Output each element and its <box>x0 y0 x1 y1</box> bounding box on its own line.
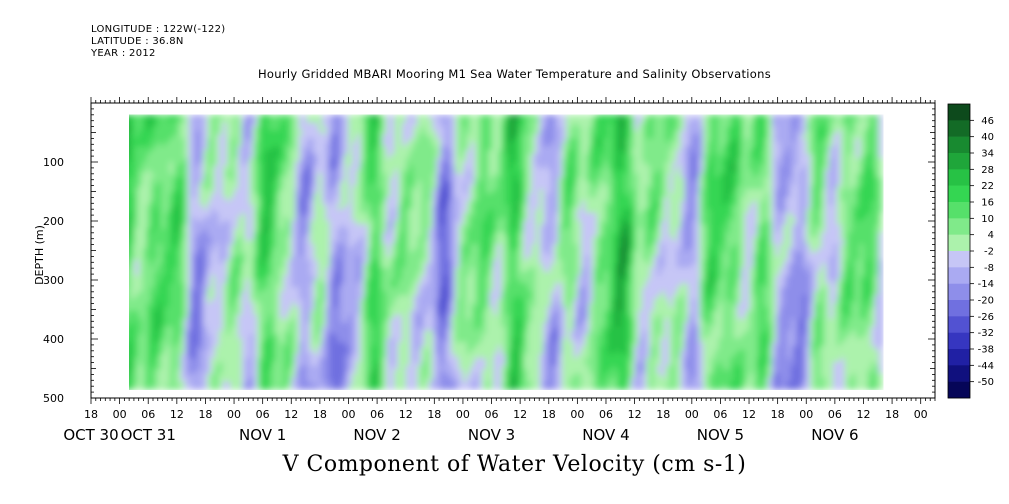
colorbar-swatch <box>948 365 970 382</box>
x-tick-label: 00 <box>685 408 699 421</box>
x-tick-label: 12 <box>399 408 413 421</box>
chart-title: Hourly Gridded MBARI Mooring M1 Sea Wate… <box>257 67 772 81</box>
colorbar-label: -44 <box>978 361 994 372</box>
x-date-label: OCT 30 <box>63 426 118 444</box>
x-date-label: NOV 2 <box>353 426 400 444</box>
x-tick-label: 18 <box>656 408 670 421</box>
colorbar-label: 34 <box>981 149 994 160</box>
y-axis-label: DEPTH (m) <box>33 225 46 285</box>
colorbar-swatch <box>948 153 970 170</box>
y-tick-label: 200 <box>43 215 64 228</box>
colorbar-label: 40 <box>981 132 994 143</box>
colorbar-label: 46 <box>981 116 994 127</box>
y-tick-label: 300 <box>43 274 64 287</box>
x-tick-label: 12 <box>284 408 298 421</box>
x-tick-label: 18 <box>313 408 327 421</box>
x-tick-label: 18 <box>198 408 212 421</box>
colorbar-label: -50 <box>978 377 994 388</box>
x-date-label: NOV 3 <box>468 426 515 444</box>
x-date-label: OCT 31 <box>121 426 176 444</box>
colorbar-swatch <box>948 234 970 252</box>
colorbar-swatch <box>948 169 970 186</box>
x-date-label: NOV 6 <box>811 426 858 444</box>
year-label: YEAR : 2012 <box>91 48 156 59</box>
colorbar-swatch <box>948 202 970 219</box>
x-tick-label: 06 <box>256 408 270 421</box>
x-tick-label: 12 <box>742 408 756 421</box>
colorbar-swatch <box>948 349 970 366</box>
x-tick-label: 18 <box>885 408 899 421</box>
latitude-label: LATITUDE : 36.8N <box>91 36 184 47</box>
x-tick-label: 00 <box>799 408 813 421</box>
x-tick-label: 00 <box>341 408 355 421</box>
x-tick-label: 18 <box>542 408 556 421</box>
x-axis-title: V Component of Water Velocity (cm s-1) <box>282 452 747 477</box>
x-tick-label: 00 <box>570 408 584 421</box>
x-tick-label: 06 <box>141 408 155 421</box>
colorbar-swatch <box>948 251 970 268</box>
colorbar-swatch <box>948 218 970 235</box>
x-tick-label: 00 <box>113 408 127 421</box>
x-date-label: NOV 4 <box>582 426 629 444</box>
colorbar-swatch <box>948 300 970 317</box>
colorbar-swatch <box>948 120 970 137</box>
x-tick-label: 12 <box>513 408 527 421</box>
colorbar-label: -26 <box>978 312 994 323</box>
colorbar-swatch <box>948 316 970 333</box>
x-tick-label: 06 <box>828 408 842 421</box>
x-date-label: NOV 5 <box>697 426 744 444</box>
colorbar-swatch <box>948 185 970 203</box>
colorbar-swatch <box>948 267 970 284</box>
longitude-label: LONGITUDE : 122W(-122) <box>91 24 226 35</box>
colorbar-label: -14 <box>978 279 994 290</box>
colorbar-swatch <box>948 283 970 301</box>
y-tick-label: 500 <box>43 392 64 405</box>
x-tick-label: 06 <box>370 408 384 421</box>
x-tick-label: 12 <box>628 408 642 421</box>
heatmap-field <box>129 114 884 390</box>
x-tick-label: 12 <box>170 408 184 421</box>
colorbar-label: -38 <box>978 345 994 356</box>
colorbar-label: -20 <box>978 296 994 307</box>
colorbar-swatch <box>948 136 970 154</box>
x-tick-label: 06 <box>599 408 613 421</box>
colorbar-label: 10 <box>981 214 994 225</box>
colorbar-label: 4 <box>988 230 994 241</box>
x-tick-label: 00 <box>914 408 928 421</box>
x-tick-label: 18 <box>427 408 441 421</box>
y-tick-label: 100 <box>43 156 64 169</box>
colorbar-swatch <box>948 381 970 399</box>
x-tick-label: 18 <box>84 408 98 421</box>
y-tick-label: 400 <box>43 333 64 346</box>
x-tick-label: 12 <box>856 408 870 421</box>
colorbar-swatch <box>948 104 970 121</box>
x-tick-label: 18 <box>771 408 785 421</box>
x-tick-label: 06 <box>713 408 727 421</box>
colorbar-label: -2 <box>984 247 994 258</box>
x-date-label: NOV 1 <box>239 426 286 444</box>
colorbar-label: 16 <box>981 198 994 209</box>
colorbar-label: 22 <box>981 181 994 192</box>
colorbar-label: 28 <box>981 165 994 176</box>
x-tick-label: 00 <box>227 408 241 421</box>
colorbar-label: -32 <box>978 328 994 339</box>
colorbar-swatch <box>948 332 970 350</box>
x-tick-label: 00 <box>456 408 470 421</box>
colorbar: 46 40 34 28 22 16 10 4 -2 -8 -14 -20 -26 -32 -38 -44 -50 <box>947 103 994 399</box>
colorbar-label: -8 <box>984 263 994 274</box>
x-tick-label: 06 <box>485 408 499 421</box>
